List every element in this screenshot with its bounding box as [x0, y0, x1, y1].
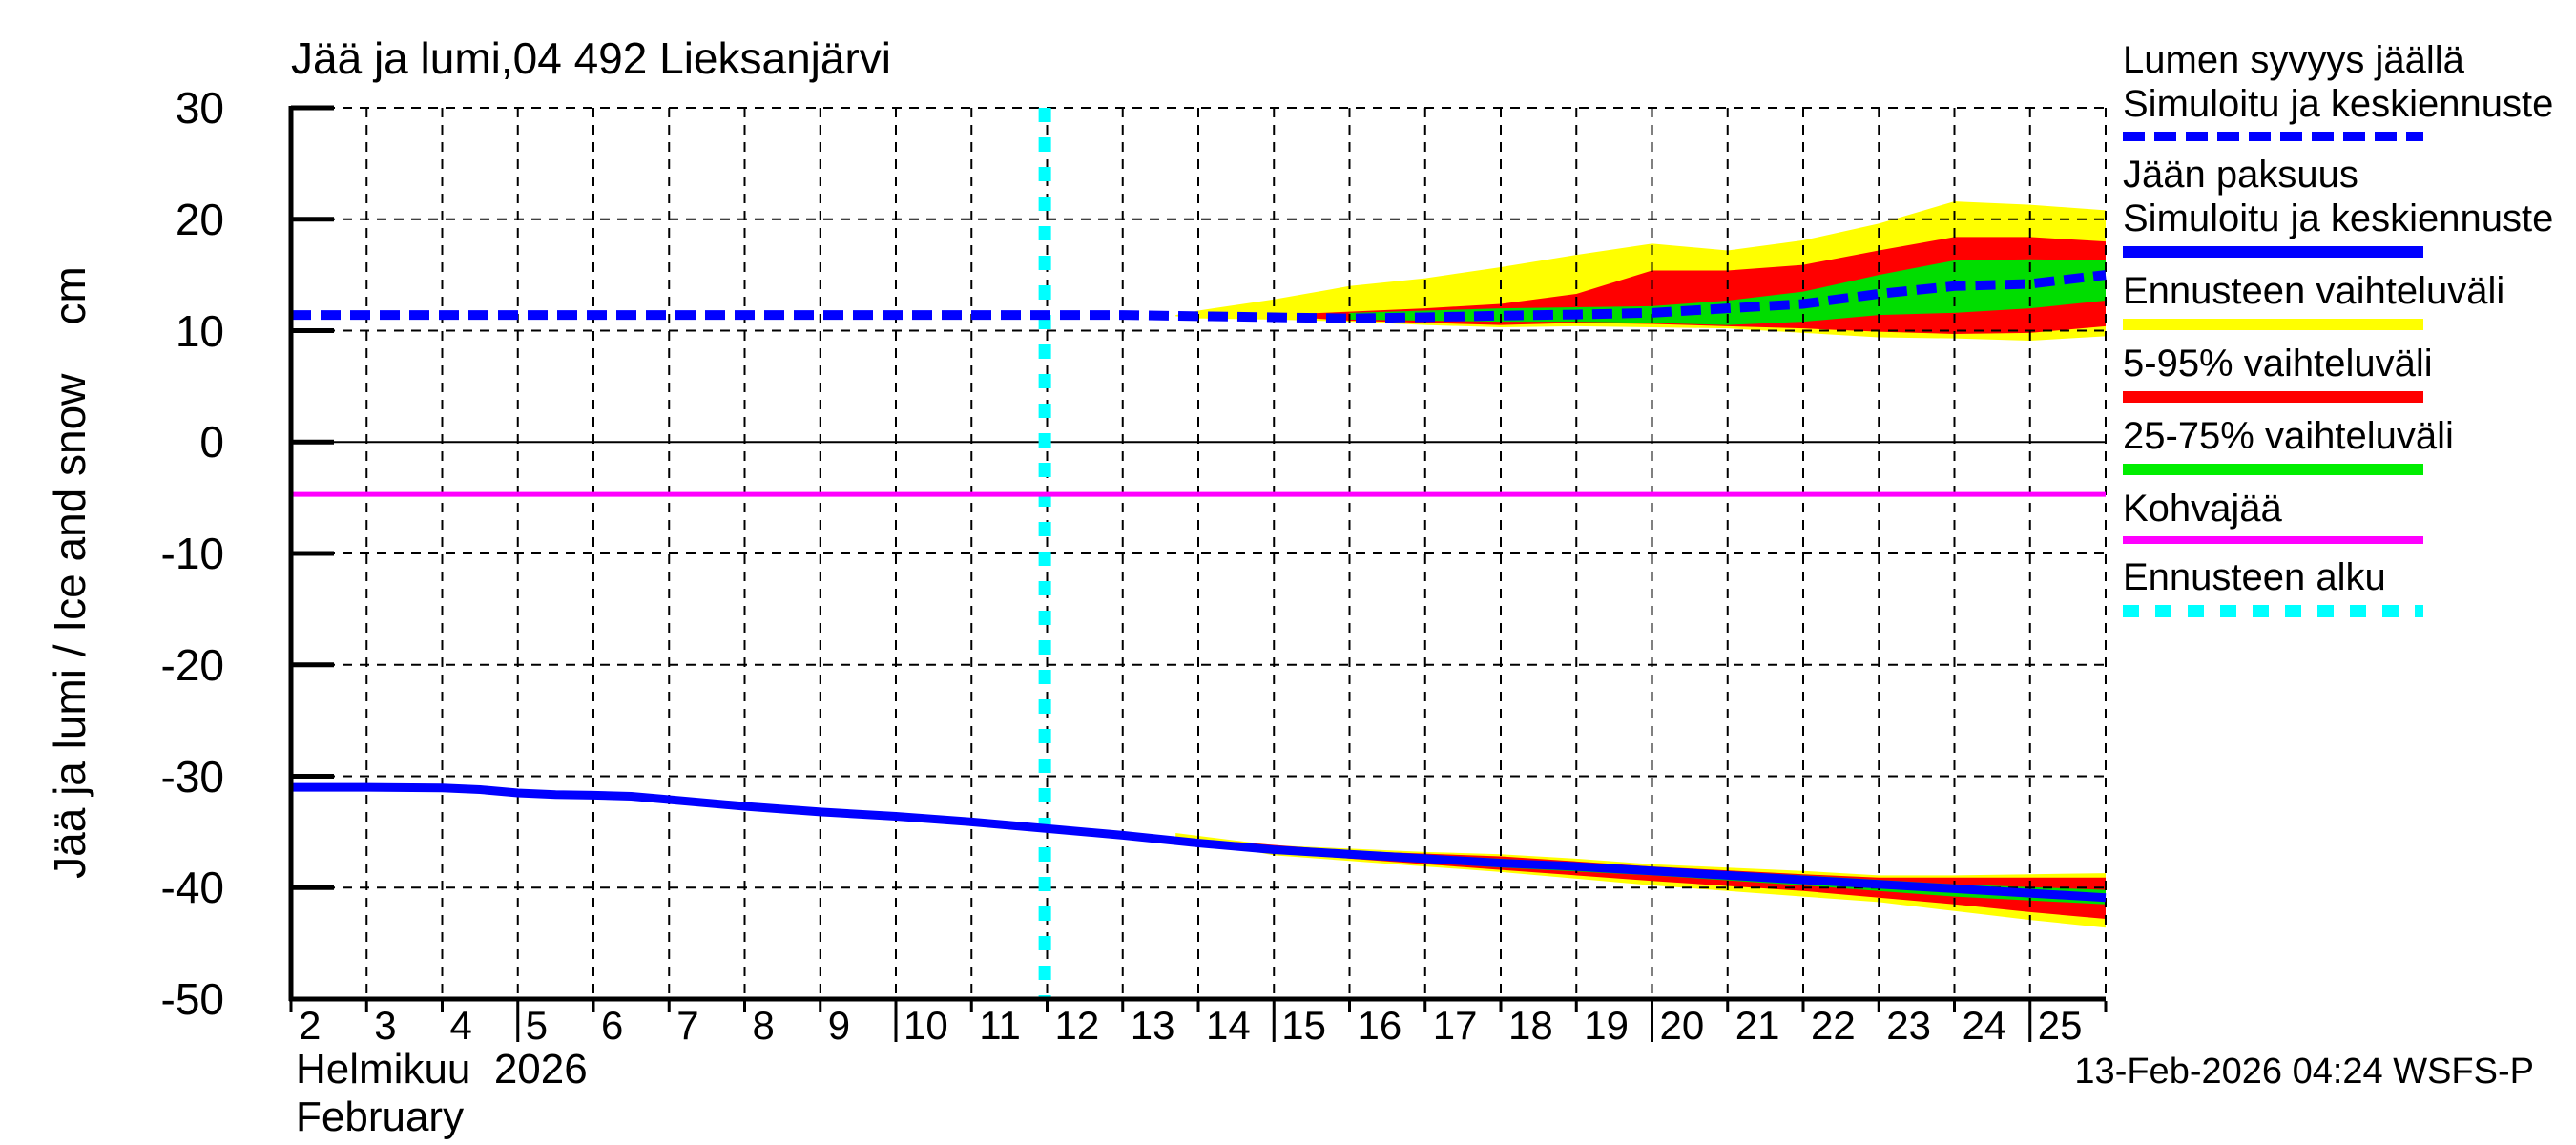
legend-sample-blue-solid	[2123, 246, 2423, 258]
x-tick-label: 25	[2037, 1003, 2083, 1048]
x-tick-label: 19	[1584, 1003, 1629, 1048]
y-tick-label: -10	[160, 529, 224, 578]
legend-sample-yellow-solid	[2123, 319, 2423, 330]
x-tick-label: 14	[1206, 1003, 1251, 1048]
month-label-finnish: Helmikuu 2026	[296, 1046, 588, 1093]
legend-item: Lumen syvyys jäällä Simuloitu ja keskienn…	[2123, 38, 2554, 141]
y-tick-label: 20	[175, 194, 224, 244]
legend-label: Ennusteen vaihteluväli	[2123, 270, 2505, 312]
y-tick-label: -30	[160, 751, 224, 802]
band-snow_25_75	[1349, 259, 2106, 325]
legend-label: Simuloitu ja keskiennuste	[2123, 83, 2554, 125]
legend-item: Ennusteen alku	[2123, 555, 2552, 617]
legend-label: Kohvajää	[2123, 488, 2282, 530]
x-tick-label: 23	[1886, 1003, 1931, 1048]
legend-label: Lumen syvyys jäällä	[2123, 39, 2464, 81]
y-tick-label: 10	[175, 305, 224, 356]
y-tick-label: 0	[199, 417, 224, 468]
y-tick-label: -20	[160, 639, 224, 690]
x-tick-label: 8	[752, 1003, 775, 1048]
line-snow_depth_mean	[291, 270, 2107, 323]
legend-label: Simuloitu ja keskiennuste	[2123, 198, 2554, 239]
legend-item: Jään paksuus Simuloitu ja keskiennuste	[2123, 153, 2554, 258]
x-tick-label: 17	[1432, 1003, 1478, 1048]
x-tick-label: 7	[676, 1003, 699, 1048]
legend: Lumen syvyys jäällä Simuloitu ja keskienn…	[2123, 38, 2554, 629]
y-tick-label: -50	[160, 974, 224, 1024]
legend-item: 25-75% vaihteluväli	[2123, 414, 2552, 475]
month-label-english: February	[296, 1093, 465, 1140]
x-tick-label: 9	[827, 1003, 851, 1048]
x-tick-label: 4	[449, 1003, 472, 1048]
legend-sample-green-solid	[2123, 464, 2423, 475]
x-tick-label: 18	[1508, 1003, 1553, 1048]
legend-sample-magenta-solid	[2123, 536, 2423, 544]
legend-label: 5-95% vaihteluväli	[2123, 343, 2433, 385]
x-tick-label: 12	[1054, 1003, 1100, 1048]
line-ice_thickness_mean	[291, 782, 2107, 903]
legend-sample-red-solid	[2123, 391, 2423, 403]
x-tick-label: 2	[299, 1003, 322, 1048]
x-tick-label: 10	[904, 1003, 948, 1048]
x-tick-label: 13	[1130, 1003, 1175, 1048]
x-tick-label: 6	[601, 1003, 624, 1048]
legend-item: Ennusteen vaihteluväli	[2123, 269, 2552, 330]
y-tick-label: 30	[175, 83, 224, 133]
x-tick-label: 15	[1281, 1003, 1326, 1048]
legend-sample-blue-dashed	[2123, 132, 2423, 141]
legend-label: Ennusteen alku	[2123, 556, 2386, 598]
chart-title: Jää ja lumi,04 492 Lieksanjärvi	[291, 33, 892, 83]
x-tick-label: 20	[1659, 1003, 1705, 1048]
x-tick-label: 11	[979, 1003, 1021, 1048]
x-tick-label: 22	[1811, 1003, 1856, 1048]
legend-item: 5-95% vaihteluväli	[2123, 342, 2552, 403]
legend-label: Jään paksuus	[2123, 154, 2358, 196]
x-tick-label: 3	[374, 1003, 397, 1048]
x-tick-label: 5	[525, 1003, 549, 1048]
legend-label: 25-75% vaihteluväli	[2123, 415, 2454, 457]
forecast-timestamp: 13-Feb-2026 04:24 WSFS-P	[2074, 1051, 2534, 1092]
x-tick-label: 16	[1357, 1003, 1402, 1048]
legend-sample-cyan-dashed	[2123, 605, 2423, 617]
x-tick-label: 24	[1962, 1003, 2007, 1048]
y-tick-label: -40	[160, 863, 224, 913]
x-tick-label: 21	[1735, 1003, 1780, 1048]
legend-item: Kohvajää	[2123, 487, 2552, 544]
